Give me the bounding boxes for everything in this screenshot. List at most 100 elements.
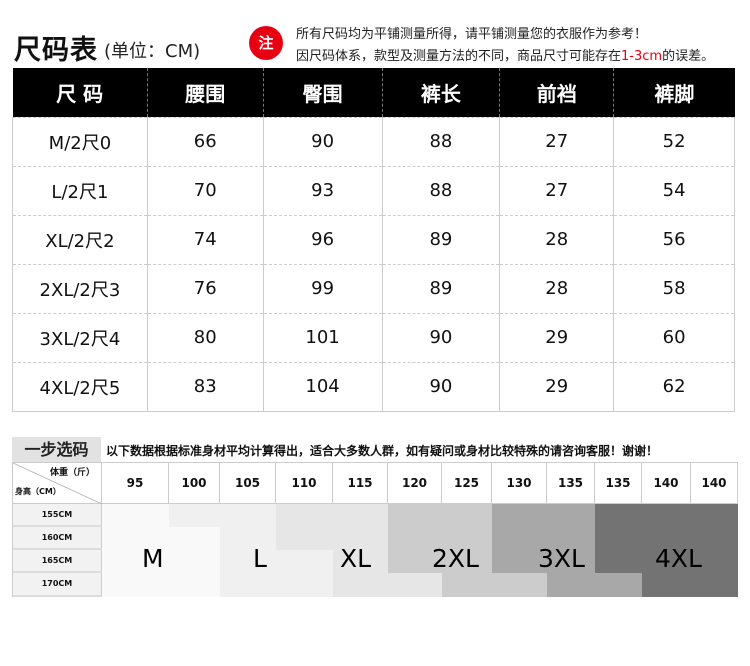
size-cell-4xl bbox=[595, 550, 642, 573]
measure-cell: 27 bbox=[499, 165, 615, 216]
selector-description: 以下数据根据标准身材平均计算得出，适合大多数人群，如有疑问或身材比较特殊的请咨询… bbox=[106, 444, 659, 458]
size-label: M bbox=[142, 544, 164, 573]
column-header: 臀围 bbox=[262, 68, 383, 117]
size-cell-xl bbox=[276, 504, 333, 527]
weight-header: 140 bbox=[691, 463, 738, 504]
measure-cell: 74 bbox=[146, 214, 264, 265]
column-header: 裤长 bbox=[381, 68, 500, 117]
measure-cell: 28 bbox=[499, 263, 615, 314]
size-cell-l bbox=[220, 527, 276, 550]
size-cell-2xl bbox=[388, 504, 442, 527]
size-cell-3xl bbox=[547, 527, 595, 550]
measure-cell: 104 bbox=[262, 361, 383, 412]
measure-cell: 83 bbox=[146, 361, 264, 412]
size-cell-m bbox=[102, 527, 169, 550]
size-cell-2xl bbox=[492, 573, 547, 597]
size-cell-2xl bbox=[388, 527, 442, 550]
table-row: L/2尺1 70 93 88 27 54 bbox=[12, 165, 735, 216]
note-badge: 注 bbox=[249, 26, 283, 60]
size-cell-m bbox=[102, 504, 169, 527]
size-label: 4XL bbox=[655, 544, 702, 573]
measure-cell: 88 bbox=[381, 165, 501, 216]
weight-header: 120 bbox=[388, 463, 442, 504]
size-table: 尺 码腰围 臀围 裤长 前裆 裤脚 M/2尺0 66 90 88 27 52 L/2尺1 70 93 88… bbox=[12, 68, 735, 412]
measure-cell: 90 bbox=[381, 361, 501, 412]
weight-header: 125 bbox=[442, 463, 492, 504]
note-line-1: 所有尺码均为平铺测量所得，请平铺测量您的衣服作为参考！ bbox=[296, 27, 648, 42]
column-header: 腰围 bbox=[146, 68, 264, 117]
measure-cell: 93 bbox=[262, 165, 383, 216]
weight-header: 130 bbox=[492, 463, 547, 504]
height-row-label: 165CM bbox=[13, 550, 102, 573]
table-row: 4XL/2尺5 83 104 90 29 62 bbox=[12, 361, 735, 412]
size-cell-3xl bbox=[595, 573, 642, 597]
size-cell-3xl bbox=[547, 550, 595, 573]
measure-cell: 66 bbox=[146, 116, 264, 167]
size-cell: 4XL/2尺5 bbox=[12, 361, 148, 412]
size-cell-2xl bbox=[442, 504, 492, 527]
size-cell-3xl bbox=[547, 504, 595, 527]
size-label: XL bbox=[340, 544, 372, 573]
height-row-label: 155CM bbox=[13, 504, 102, 527]
measure-cell: 88 bbox=[381, 116, 501, 167]
size-cell-3xl bbox=[492, 550, 547, 573]
size-cell-xl bbox=[333, 550, 388, 573]
size-cell-4xl bbox=[691, 573, 738, 597]
size-cell-xl bbox=[333, 527, 388, 550]
size-cell-4xl bbox=[691, 527, 738, 550]
measure-cell: 52 bbox=[613, 116, 735, 167]
size-cell-2xl bbox=[442, 550, 492, 573]
page-title: 尺码表 bbox=[14, 35, 98, 66]
table-row: M/2尺0 66 90 88 27 52 bbox=[12, 116, 735, 167]
size-cell-l bbox=[276, 573, 333, 597]
measure-cell: 54 bbox=[613, 165, 735, 216]
size-cell-l bbox=[220, 550, 276, 573]
measure-cell: 70 bbox=[146, 165, 264, 216]
measure-cell: 99 bbox=[262, 263, 383, 314]
size-cell-xl bbox=[388, 573, 442, 597]
size-cell: M/2尺0 bbox=[12, 116, 148, 167]
weight-header: 100 bbox=[169, 463, 220, 504]
size-cell-xl bbox=[333, 504, 388, 527]
grid-corner: 体重（斤） 身高（CM） bbox=[13, 463, 102, 504]
weight-header: 140 bbox=[642, 463, 691, 504]
size-label: L bbox=[253, 544, 267, 573]
height-row-label: 170CM bbox=[13, 573, 102, 597]
note-tolerance: 1-3cm bbox=[621, 49, 663, 64]
column-header: 尺 码 bbox=[12, 68, 148, 117]
measure-cell: 90 bbox=[262, 116, 383, 167]
note-text: 因尺码体系，款型及测量方法的不同，商品尺寸可能存在 bbox=[296, 49, 622, 64]
table-row: 2XL/2尺3 76 99 89 28 58 bbox=[12, 263, 735, 314]
size-cell: L/2尺1 bbox=[12, 165, 148, 216]
size-cell-m bbox=[169, 527, 220, 550]
weight-header: 135 bbox=[595, 463, 642, 504]
size-cell-m bbox=[169, 573, 220, 597]
size-cell-l bbox=[169, 504, 220, 527]
size-cell-xl bbox=[276, 527, 333, 550]
weight-label: 体重（斤） bbox=[49, 468, 95, 478]
size-cell-4xl bbox=[642, 573, 691, 597]
measure-cell: 89 bbox=[381, 263, 501, 314]
size-cell-l bbox=[276, 550, 333, 573]
size-label: 2XL bbox=[432, 544, 479, 573]
column-header: 前裆 bbox=[499, 68, 614, 117]
measure-cell: 27 bbox=[499, 116, 615, 167]
height-row-label: 160CM bbox=[13, 527, 102, 550]
measure-cell: 29 bbox=[499, 361, 615, 412]
measure-cell: 89 bbox=[381, 214, 501, 265]
table-row: XL/2尺2 74 96 89 28 56 bbox=[12, 214, 735, 265]
size-cell-xl bbox=[333, 573, 388, 597]
size-cell-4xl bbox=[595, 527, 642, 550]
size-cell-4xl bbox=[642, 504, 691, 527]
measure-cell: 29 bbox=[499, 312, 615, 363]
size-cell-4xl bbox=[691, 550, 738, 573]
weight-header: 95 bbox=[102, 463, 169, 504]
size-cell-4xl bbox=[691, 504, 738, 527]
height-label: 身高（CM） bbox=[15, 487, 61, 496]
weight-header: 115 bbox=[333, 463, 388, 504]
weight-header: 110 bbox=[276, 463, 333, 504]
measure-cell: 96 bbox=[262, 214, 383, 265]
measure-cell: 90 bbox=[381, 312, 501, 363]
measure-cell: 56 bbox=[613, 214, 735, 265]
weight-header: 135 bbox=[547, 463, 595, 504]
